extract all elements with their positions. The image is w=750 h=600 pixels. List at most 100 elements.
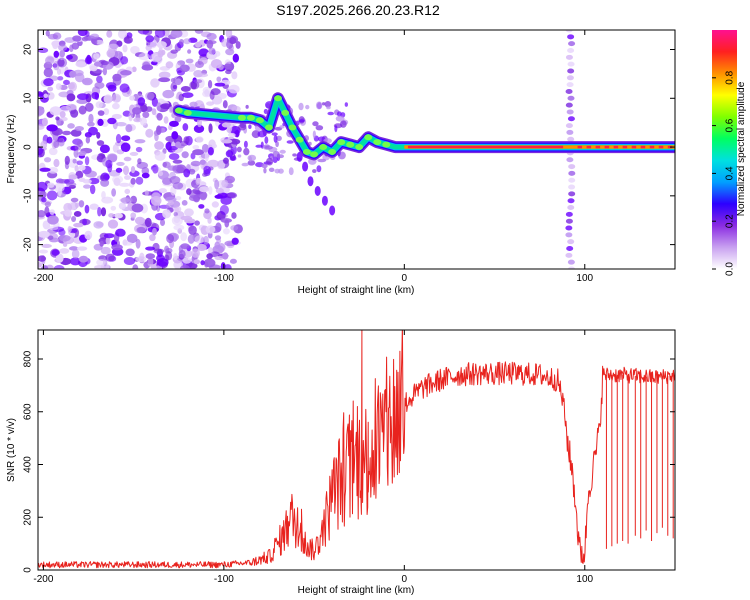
- noise-blob: [207, 217, 212, 224]
- noise-blob: [112, 73, 122, 82]
- colorbar-gradient: [712, 30, 737, 269]
- noise-blob: [230, 225, 239, 231]
- stripe-blob: [565, 88, 573, 94]
- noise-blob: [73, 148, 79, 158]
- noise-blob: [84, 156, 90, 166]
- noise-blob: [47, 167, 59, 174]
- track-peak: [246, 114, 255, 121]
- noise-blob: [82, 218, 88, 226]
- stripe-blob: [568, 170, 576, 176]
- noise-blob: [182, 257, 192, 264]
- y-tick-label: 0: [23, 567, 34, 573]
- noise-blob: [315, 101, 323, 110]
- noise-blob: [206, 253, 213, 260]
- noise-blob: [38, 124, 45, 130]
- noise-blob: [123, 257, 136, 266]
- noise-blob: [324, 101, 332, 108]
- noise-blob: [160, 127, 166, 133]
- noise-blob: [344, 102, 348, 107]
- noise-blob: [135, 238, 141, 249]
- noise-blob: [184, 218, 196, 224]
- noise-blob: [327, 111, 334, 116]
- noise-blob: [181, 200, 188, 206]
- stripe-blob: [567, 259, 575, 265]
- noise-blob: [53, 140, 60, 149]
- noise-blob: [261, 163, 266, 168]
- stripe-blob: [568, 191, 576, 197]
- noise-blob: [93, 61, 102, 67]
- noise-blob: [97, 118, 104, 127]
- stripe-blob: [566, 129, 574, 135]
- noise-blob: [217, 92, 227, 100]
- noise-blob: [272, 156, 278, 163]
- noise-blob: [207, 147, 214, 156]
- noise-blob: [56, 57, 68, 68]
- noise-blob: [44, 56, 55, 65]
- noise-blob: [76, 93, 89, 100]
- noise-blob: [206, 39, 214, 49]
- noise-blob: [38, 249, 49, 254]
- noise-blob: [38, 106, 45, 116]
- x-tick-label: -200: [33, 273, 53, 284]
- stripe-blob: [565, 218, 573, 224]
- noise-blob: [39, 167, 51, 172]
- noise-blob: [46, 190, 58, 201]
- branch-blob: [314, 185, 321, 196]
- noise-blob: [312, 121, 319, 127]
- colorbar-tick-label: 0.6: [725, 118, 736, 132]
- noise-blob: [151, 97, 158, 107]
- noise-blob: [66, 93, 76, 102]
- noise-blob: [231, 212, 237, 219]
- noise-blob: [171, 131, 179, 140]
- noise-blob: [207, 79, 213, 89]
- noise-blob: [120, 196, 133, 204]
- noise-blob: [168, 200, 174, 206]
- noise-blob: [201, 143, 209, 153]
- noise-blob: [175, 195, 182, 201]
- noise-blob: [147, 256, 154, 267]
- noise-blob: [165, 61, 174, 69]
- noise-blob: [312, 169, 317, 174]
- branch-blob: [329, 205, 336, 216]
- noise-blob: [211, 201, 219, 208]
- noise-blob: [154, 30, 166, 38]
- noise-blob: [69, 231, 76, 238]
- noise-blob: [66, 181, 77, 188]
- noise-blob: [221, 179, 229, 188]
- noise-blob: [198, 204, 205, 209]
- noise-blob: [186, 188, 192, 195]
- y-tick-label: 0: [23, 144, 34, 150]
- stripe-blob: [567, 68, 575, 74]
- snr-frame: [37, 329, 676, 571]
- stripe-blob: [567, 116, 575, 122]
- noise-blob: [49, 106, 62, 116]
- noise-blob: [169, 145, 178, 151]
- y-tick-label: -20: [23, 237, 34, 252]
- noise-blob: [43, 67, 53, 78]
- noise-blob: [78, 165, 86, 171]
- noise-blob: [107, 84, 117, 92]
- noise-blob: [188, 168, 196, 175]
- noise-blob: [139, 252, 145, 261]
- noise-blob: [121, 135, 131, 142]
- noise-blob: [169, 120, 179, 127]
- noise-blob: [247, 154, 257, 162]
- noise-blob: [100, 207, 107, 217]
- noise-blob: [210, 58, 222, 69]
- noise-blob: [312, 130, 316, 139]
- noise-blob: [245, 104, 249, 109]
- noise-blob: [158, 71, 171, 79]
- noise-blob: [183, 136, 190, 144]
- noise-blob: [180, 85, 191, 92]
- noise-blob: [63, 79, 70, 86]
- noise-blob: [189, 101, 198, 107]
- noise-blob: [53, 50, 60, 58]
- noise-blob: [72, 158, 77, 164]
- noise-blob: [69, 70, 77, 78]
- spectrogram-frame: [37, 29, 676, 270]
- noise-blob: [156, 257, 169, 267]
- stripe-blob: [568, 266, 576, 269]
- noise-blob: [38, 210, 46, 218]
- noise-blob: [105, 159, 113, 169]
